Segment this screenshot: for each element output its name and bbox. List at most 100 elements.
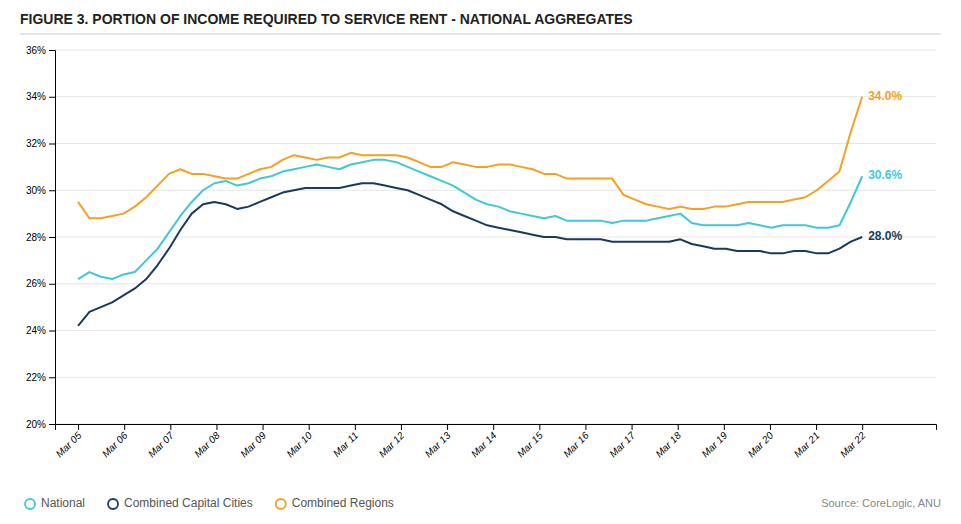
legend: National Combined Capital Cities Combined … — [25, 496, 394, 510]
x-tick-mark — [309, 424, 310, 430]
x-tick-mark — [263, 424, 264, 430]
x-tick-label: Mar 11 — [331, 430, 360, 459]
title-rule — [20, 34, 941, 35]
y-tick-mark — [49, 331, 55, 332]
x-axis-line — [56, 425, 937, 431]
x-tick-mark — [447, 424, 448, 430]
x-tick: Mar 19 — [699, 424, 729, 459]
x-tick: Mar 10 — [284, 424, 314, 459]
end-label: 34.0% — [868, 89, 902, 103]
x-tick-mark — [816, 424, 817, 430]
x-tick: Mar 18 — [653, 424, 683, 459]
x-tick-label: Mar 14 — [469, 429, 499, 459]
x-axis: Mar 05 Mar 06 Mar 07 Mar 08 Mar 09 Mar 10 Mar … — [54, 424, 937, 459]
y-tick: 34% — [26, 91, 55, 102]
grid-line — [55, 377, 936, 378]
legend-item: Combined Regions — [276, 496, 394, 510]
y-tick-label: 34% — [26, 91, 46, 102]
x-tick-mark — [862, 424, 863, 430]
y-tick-label: 20% — [26, 419, 46, 430]
end-label: 28.0% — [868, 229, 902, 243]
grid-line — [55, 143, 936, 144]
y-axis: 20%22%24%26%28%30%32%34%36% — [26, 45, 56, 430]
y-tick: 36% — [26, 45, 55, 56]
y-tick-mark — [49, 144, 55, 145]
x-tick-mark — [585, 424, 586, 430]
x-tick-label: Mar 16 — [561, 429, 591, 459]
chart: FIGURE 3. PORTION OF INCOME REQUIRED TO … — [0, 0, 961, 524]
x-tick-label: Mar 15 — [515, 429, 545, 459]
x-tick-label: Mar 13 — [423, 429, 453, 459]
y-tick-mark — [49, 190, 55, 191]
y-tick: 20% — [26, 419, 55, 430]
x-tick-label: Mar 12 — [377, 429, 407, 459]
title: FIGURE 3. PORTION OF INCOME REQUIRED TO … — [20, 11, 633, 27]
y-tick-mark — [49, 424, 55, 425]
x-tick: Mar 16 — [561, 424, 591, 459]
x-tick-mark — [78, 424, 79, 430]
y-tick: 26% — [26, 278, 55, 289]
x-tick-label: Mar 08 — [192, 429, 222, 459]
x-tick-label: Mar 18 — [653, 429, 683, 459]
x-tick-mark — [216, 424, 217, 430]
y-tick-mark — [49, 237, 55, 238]
x-tick: Mar 13 — [423, 424, 453, 459]
y-tick: 22% — [26, 372, 55, 383]
x-tick: Mar 20 — [746, 424, 776, 459]
x-tick-label: Mar 06 — [100, 429, 130, 459]
grid-line — [55, 190, 936, 191]
legend-swatch — [108, 499, 118, 509]
x-tick: Mar 11 — [331, 424, 360, 459]
x-tick-mark — [770, 424, 771, 430]
x-tick-label: Mar 19 — [699, 429, 729, 459]
y-tick-mark — [49, 377, 55, 378]
legend-swatch — [276, 499, 286, 509]
x-tick-mark — [124, 424, 125, 430]
x-tick-label: Mar 20 — [746, 429, 776, 459]
x-tick: Mar 06 — [100, 424, 130, 459]
grid-line — [55, 96, 936, 97]
x-tick: Mar 17 — [607, 424, 637, 459]
x-tick: Mar 12 — [377, 424, 407, 459]
x-tick: Mar 22 — [838, 424, 868, 459]
x-tick: Mar 09 — [238, 424, 268, 459]
x-tick-mark — [355, 424, 356, 430]
y-tick-label: 28% — [26, 232, 46, 243]
x-tick: Mar 07 — [146, 424, 176, 459]
x-tick-mark — [539, 424, 540, 430]
legend-item: Combined Capital Cities — [108, 496, 253, 510]
x-tick-label: Mar 09 — [238, 429, 268, 459]
x-tick-mark — [724, 424, 725, 430]
x-tick-mark — [170, 424, 171, 430]
y-tick: 32% — [26, 138, 55, 149]
x-tick-mark — [632, 424, 633, 430]
y-tick: 24% — [26, 325, 55, 336]
legend-label: Combined Capital Cities — [124, 496, 253, 510]
x-tick-mark — [401, 424, 402, 430]
y-tick-mark — [49, 97, 55, 98]
grid — [55, 50, 936, 424]
plot-area — [78, 97, 862, 326]
y-tick-label: 22% — [26, 372, 46, 383]
x-tick-mark — [493, 424, 494, 430]
y-axis-line — [49, 51, 56, 425]
x-tick-label: Mar 10 — [284, 429, 314, 459]
y-tick-label: 24% — [26, 325, 46, 336]
grid-line — [55, 50, 936, 51]
x-tick: Mar 21 — [792, 424, 822, 459]
y-tick: 28% — [26, 232, 55, 243]
y-tick-mark — [49, 284, 55, 285]
x-tick: Mar 08 — [192, 424, 222, 459]
legend-label: National — [41, 496, 85, 510]
x-tick-label: Mar 17 — [607, 429, 637, 459]
legend-item: National — [25, 496, 85, 510]
x-tick-label: Mar 07 — [146, 429, 176, 459]
grid-line — [55, 237, 936, 238]
x-tick: Mar 05 — [54, 424, 84, 459]
series-line — [78, 97, 862, 219]
series-line — [78, 160, 862, 279]
x-tick-mark — [678, 424, 679, 430]
grid-line — [55, 330, 936, 331]
y-tick-label: 32% — [26, 138, 46, 149]
x-tick-label: Mar 05 — [54, 429, 84, 459]
